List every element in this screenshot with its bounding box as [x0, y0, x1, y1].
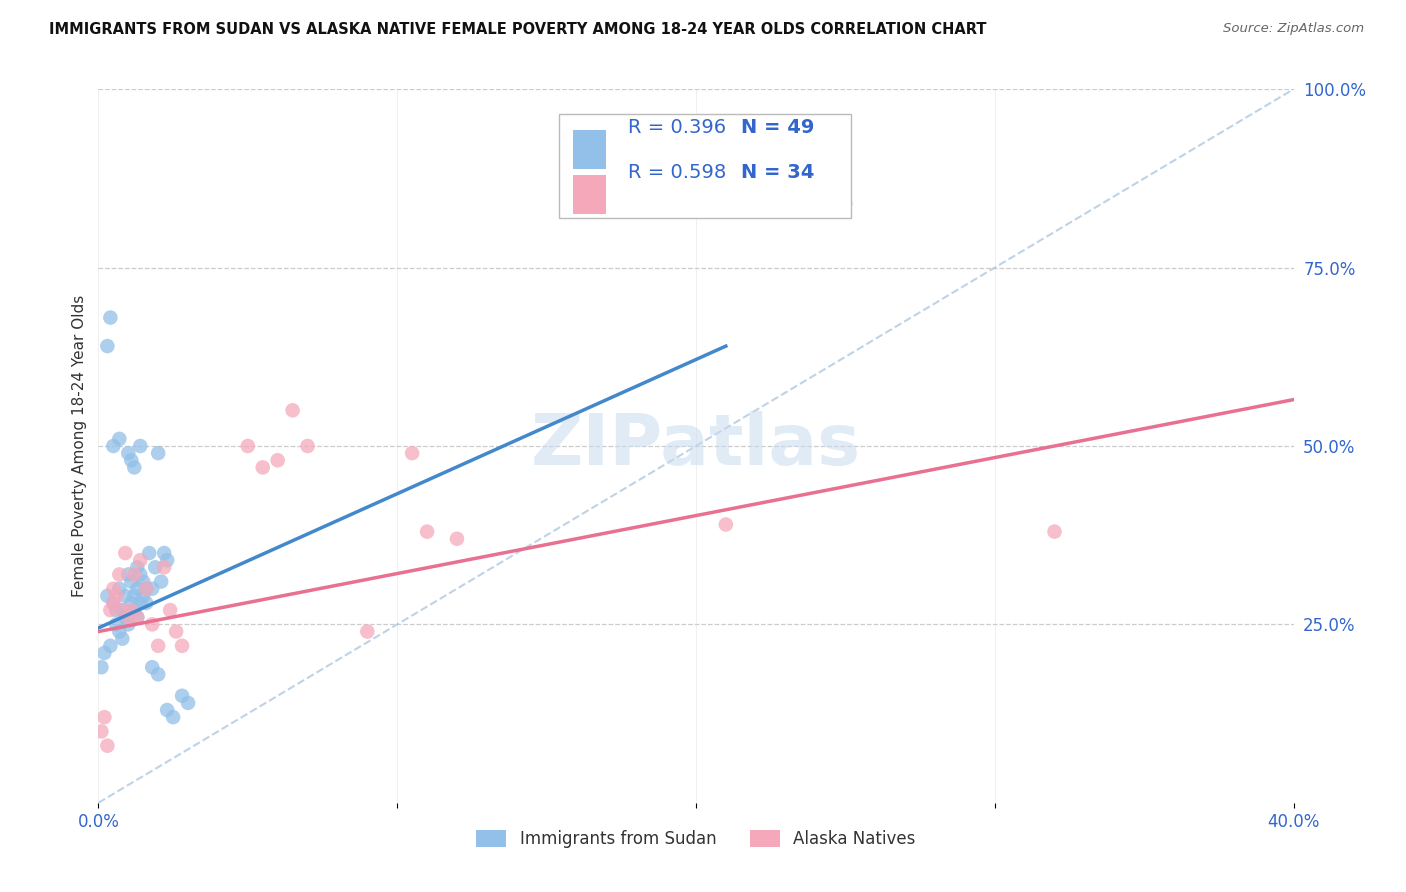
Point [416, 524, 439, 539]
Point [267, 453, 290, 467]
Point [153, 560, 176, 574]
Point [111, 603, 134, 617]
Point [148, 446, 170, 460]
Point [127, 610, 149, 624]
Point [172, 689, 194, 703]
Point [135, 596, 157, 610]
Point [401, 446, 423, 460]
Point [156, 703, 179, 717]
Point [120, 574, 142, 589]
Point [98, 310, 122, 325]
Point [117, 567, 139, 582]
Bar [572, 130, 606, 169]
Point [93, 710, 115, 724]
Point [111, 603, 134, 617]
Point [132, 589, 155, 603]
Point [356, 624, 378, 639]
Point [98, 639, 122, 653]
Point [156, 553, 179, 567]
Point [834, 196, 856, 211]
Point [129, 567, 152, 582]
Text: N = 49: N = 49 [741, 118, 814, 136]
Point [124, 460, 146, 475]
Point [135, 582, 157, 596]
Point [1043, 524, 1066, 539]
Point [138, 546, 160, 560]
Point [103, 596, 125, 610]
Point [108, 582, 131, 596]
Point [281, 403, 304, 417]
Point [108, 567, 131, 582]
Point [103, 582, 125, 596]
Point [297, 439, 319, 453]
Point [129, 596, 152, 610]
Point [141, 617, 163, 632]
Point [114, 546, 136, 560]
Point [124, 567, 146, 582]
Point [105, 589, 128, 603]
Point [114, 589, 136, 603]
Point [96, 339, 118, 353]
Point [108, 432, 131, 446]
Text: N = 34: N = 34 [741, 162, 814, 182]
Point [236, 439, 259, 453]
Text: IMMIGRANTS FROM SUDAN VS ALASKA NATIVE FEMALE POVERTY AMONG 18-24 YEAR OLDS CORR: IMMIGRANTS FROM SUDAN VS ALASKA NATIVE F… [49, 22, 987, 37]
Point [127, 610, 149, 624]
Point [141, 660, 163, 674]
Bar [572, 175, 606, 214]
Text: Source: ZipAtlas.com: Source: ZipAtlas.com [1223, 22, 1364, 36]
Point [120, 603, 142, 617]
Point [124, 589, 146, 603]
Point [150, 574, 173, 589]
Point [114, 610, 136, 624]
Text: R = 0.598: R = 0.598 [628, 162, 725, 182]
Point [124, 603, 146, 617]
Point [153, 546, 176, 560]
Point [117, 610, 139, 624]
Point [108, 624, 131, 639]
Point [117, 617, 139, 632]
Point [177, 696, 200, 710]
Legend: Immigrants from Sudan, Alaska Natives: Immigrants from Sudan, Alaska Natives [470, 823, 922, 855]
Y-axis label: Female Poverty Among 18-24 Year Olds: Female Poverty Among 18-24 Year Olds [72, 295, 87, 597]
Point [90, 660, 112, 674]
Point [143, 560, 166, 574]
Point [105, 617, 128, 632]
Point [129, 439, 152, 453]
Point [141, 582, 163, 596]
Text: ZIPatlas: ZIPatlas [531, 411, 860, 481]
Point [172, 639, 194, 653]
Point [148, 639, 170, 653]
Point [252, 460, 274, 475]
Point [111, 632, 134, 646]
Point [129, 553, 152, 567]
Point [127, 582, 149, 596]
Point [96, 589, 118, 603]
Point [90, 724, 112, 739]
Point [446, 532, 468, 546]
Point [714, 517, 737, 532]
Point [120, 453, 142, 467]
Point [96, 739, 118, 753]
Point [103, 439, 125, 453]
Point [127, 560, 149, 574]
Point [93, 646, 115, 660]
Point [165, 624, 187, 639]
Point [98, 603, 122, 617]
Point [105, 603, 128, 617]
Point [120, 596, 142, 610]
Point [103, 596, 125, 610]
Point [148, 667, 170, 681]
Point [117, 446, 139, 460]
Bar [558, 114, 852, 218]
Point [135, 582, 157, 596]
Point [132, 574, 155, 589]
Text: R = 0.396: R = 0.396 [628, 118, 725, 136]
Point [159, 603, 181, 617]
Point [162, 710, 184, 724]
